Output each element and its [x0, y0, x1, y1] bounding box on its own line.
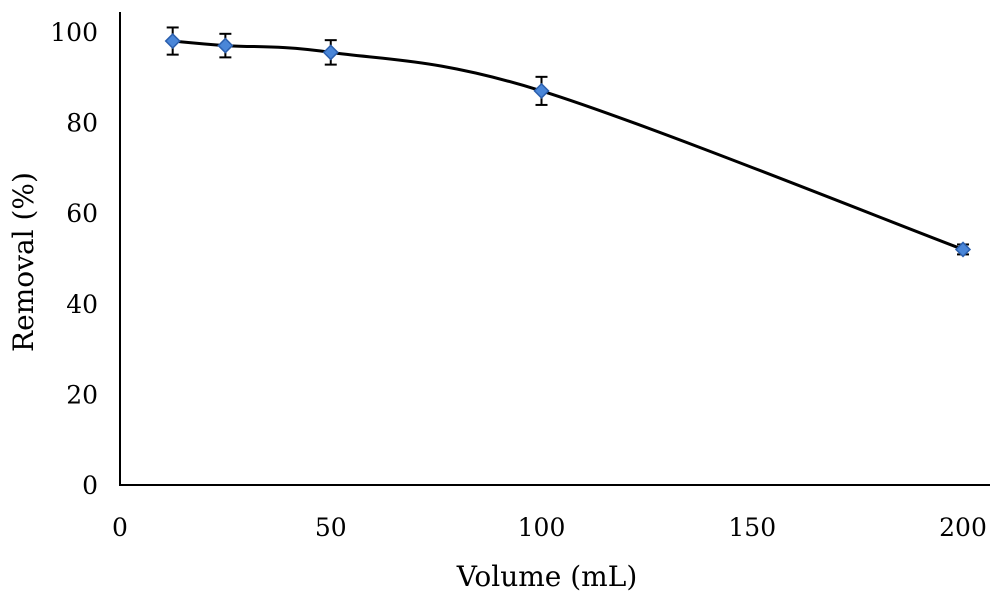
error-bars [166, 26, 969, 256]
y-tick-label: 100 [50, 18, 98, 47]
data-point [954, 241, 972, 258]
data-point [322, 44, 339, 61]
x-tick-label: 200 [939, 513, 987, 542]
data-point [217, 37, 234, 54]
data-point [164, 32, 181, 50]
y-tick-label: 80 [66, 109, 98, 138]
x-tick-label: 0 [112, 513, 128, 542]
y-tick-label: 0 [82, 471, 98, 500]
data-point [533, 82, 550, 99]
x-tick-labels: 0 50 100 150 200 [112, 513, 987, 542]
x-tick-label: 100 [518, 513, 566, 542]
y-tick-label: 40 [66, 290, 98, 319]
y-tick-labels: 0 20 40 60 80 100 [50, 18, 98, 500]
x-tick-label: 50 [315, 513, 347, 542]
series-line [171, 39, 965, 251]
y-tick-label: 60 [66, 199, 98, 228]
x-tick-label: 150 [728, 513, 776, 542]
x-axis-label: Volume (mL) [456, 560, 638, 593]
y-tick-label: 20 [66, 380, 98, 409]
plot-area: 0 20 40 60 80 100 0 50 100 150 200 [50, 12, 990, 542]
y-axis-label: Removal (%) [7, 172, 40, 352]
data-points [164, 32, 972, 258]
